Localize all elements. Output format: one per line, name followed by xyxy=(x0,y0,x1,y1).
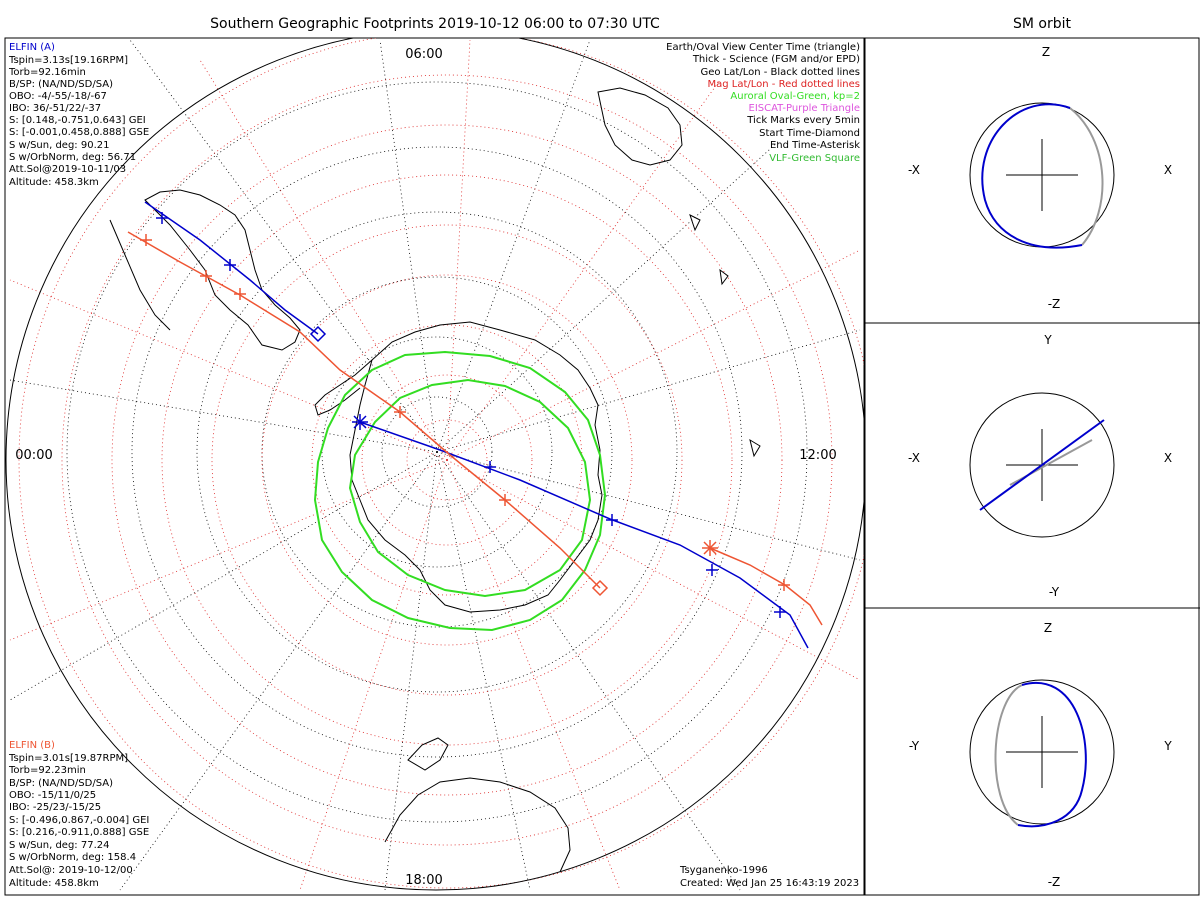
orbit-panel-xy: Y -Y -X X xyxy=(908,333,1172,599)
orbit-far-side xyxy=(1069,107,1104,246)
legend-item: Thick - Science (FGM and/or EPD) xyxy=(692,54,860,65)
auroral-oval-inner xyxy=(348,378,592,598)
probe-a-line: B/SP: (NA/ND/SD/SA) xyxy=(9,79,113,90)
legend-item: Geo Lat/Lon - Black dotted lines xyxy=(701,67,860,78)
orbit-near-side xyxy=(979,419,1105,511)
south-america-coast xyxy=(144,189,301,351)
probe-b-line: S w/OrbNorm, deg: 158.4 xyxy=(9,852,136,863)
africa-coast xyxy=(597,87,683,166)
orbit-panel-yz: Z -Z -Y Y xyxy=(909,621,1172,889)
antarctica-coast xyxy=(349,321,603,613)
orbit-axis-bottom: -Z xyxy=(1048,297,1061,311)
orbit-axis-right: X xyxy=(1164,163,1172,177)
coastlines xyxy=(109,87,761,873)
orbit-axis-top: Z xyxy=(1044,621,1052,635)
orbit-near-side xyxy=(1017,682,1087,828)
probe-b-ticks xyxy=(140,234,790,591)
probe-b-track-north xyxy=(127,231,601,589)
probe-b-line: S w/Sun, deg: 77.24 xyxy=(9,840,109,851)
probe-a-line: IBO: 36/-51/22/-37 xyxy=(9,103,101,114)
model-credit: Tsyganenko-1996 xyxy=(679,865,768,876)
orbit-axis-bottom: -Z xyxy=(1048,875,1061,889)
probe-a-end-asterisk xyxy=(352,414,368,430)
probe-b-line: Altitude: 458.8km xyxy=(9,878,99,889)
probe-a-line: S w/OrbNorm, deg: 56.71 xyxy=(9,152,136,163)
probe-b-line: S: [0.216,-0.911,0.888] GSE xyxy=(9,827,149,838)
probe-a-ticks xyxy=(156,212,786,618)
island-chain xyxy=(689,214,761,458)
legend: Earth/Oval View Center Time (triangle) T… xyxy=(666,42,860,164)
orbit-axis-top: Z xyxy=(1042,45,1050,59)
new-zealand xyxy=(407,737,449,771)
auroral-oval xyxy=(313,350,607,632)
probe-b-track xyxy=(127,231,823,626)
map-plot xyxy=(5,38,864,891)
probe-a-line: S w/Sun, deg: 90.21 xyxy=(9,140,109,151)
legend-item: EISCAT-Purple Triangle xyxy=(749,103,861,114)
probe-a-line: Torb=92.16min xyxy=(8,67,86,78)
orbit-axis-top: Y xyxy=(1043,333,1052,347)
probe-a-line: S: [-0.001,0.458,0.888] GSE xyxy=(9,127,149,138)
probe-a-name: ELFIN (A) xyxy=(9,42,55,53)
probe-a-track-north xyxy=(144,201,319,335)
legend-item: Earth/Oval View Center Time (triangle) xyxy=(666,42,860,53)
probe-b-start-diamond xyxy=(591,579,609,597)
probe-a-start-diamond xyxy=(309,325,327,343)
created-credit: Created: Wed Jan 25 16:43:19 2023 xyxy=(680,878,859,889)
probe-b-line: OBO: -15/11/0/25 xyxy=(9,790,96,801)
probe-a-line: OBO: -4/-55/-18/-67 xyxy=(9,91,107,102)
legend-item: End Time-Asterisk xyxy=(770,140,860,151)
probe-a-line: Tspin=3.13s[19.16RPM] xyxy=(8,55,128,66)
time-label-bottom: 18:00 xyxy=(405,873,442,888)
figure-title: Southern Geographic Footprints 2019-10-1… xyxy=(210,16,660,32)
map-frame xyxy=(4,37,865,896)
probe-b-line: Att.Sol@: 2019-10-12/00 xyxy=(9,865,133,876)
probe-a-line: Altitude: 458.3km xyxy=(9,177,99,188)
orbit-axis-right: Y xyxy=(1163,739,1172,753)
probe-b-line: S: [-0.496,0.867,-0.004] GEI xyxy=(9,815,149,826)
orbit-axis-left: -X xyxy=(908,451,920,465)
probe-b-name: ELFIN (B) xyxy=(9,740,55,751)
auroral-oval-outer xyxy=(313,350,607,632)
earth-circle xyxy=(969,679,1115,825)
orbit-near-side xyxy=(981,103,1083,249)
legend-item: VLF-Green Square xyxy=(769,153,860,164)
probe-b-line: Tspin=3.01s[19.87RPM] xyxy=(8,753,128,764)
orbit-panel-xz: Z -Z -X X xyxy=(908,45,1172,311)
orbit-axis-bottom: -Y xyxy=(1049,585,1060,599)
australia-coast xyxy=(384,777,571,873)
probe-b-line: IBO: -25/23/-15/25 xyxy=(9,802,101,813)
probe-b-line: Torb=92.23min xyxy=(8,765,86,776)
probe-b-info: ELFIN (B) Tspin=3.01s[19.87RPM] Torb=92.… xyxy=(8,740,149,889)
time-label-top: 06:00 xyxy=(405,47,442,62)
probe-b-track-south xyxy=(709,547,823,626)
south-america-west xyxy=(109,219,171,331)
horizon-circle xyxy=(5,38,864,891)
legend-item: Auroral Oval-Green, kp=2 xyxy=(730,91,860,102)
probe-a-line: Att.Sol@2019-10-11/03 xyxy=(9,164,126,175)
sm-orbit-panels: Z -Z -X X Y -Y -X X Z -Z -Y Y xyxy=(864,37,1200,896)
legend-item: Tick Marks every 5min xyxy=(746,115,860,126)
antarctic-peninsula xyxy=(314,359,373,416)
probe-a-info: ELFIN (A) Tspin=3.13s[19.16RPM] Torb=92.… xyxy=(8,42,149,188)
orbit-panels-frame xyxy=(864,37,1200,896)
mag-grid xyxy=(9,38,864,891)
sm-orbit-title: SM orbit xyxy=(1013,16,1072,32)
geo-grid xyxy=(9,39,861,891)
orbit-far-side xyxy=(994,684,1023,826)
legend-item: Start Time-Diamond xyxy=(759,128,860,139)
orbit-axis-left: -X xyxy=(908,163,920,177)
orbit-axis-left: -Y xyxy=(909,739,920,753)
probe-a-track-south xyxy=(359,421,809,649)
time-label-left: 00:00 xyxy=(15,448,52,463)
probe-a-track xyxy=(144,201,809,649)
orbit-axis-right: X xyxy=(1164,451,1172,465)
time-label-right: 12:00 xyxy=(799,448,836,463)
probe-b-line: B/SP: (NA/ND/SD/SA) xyxy=(9,778,113,789)
probe-a-line: S: [0.148,-0.751,0.643] GEI xyxy=(9,115,146,126)
earth-circle xyxy=(969,392,1115,538)
legend-item: Mag Lat/Lon - Red dotted lines xyxy=(707,79,860,90)
probe-b-end-asterisk xyxy=(702,540,718,556)
